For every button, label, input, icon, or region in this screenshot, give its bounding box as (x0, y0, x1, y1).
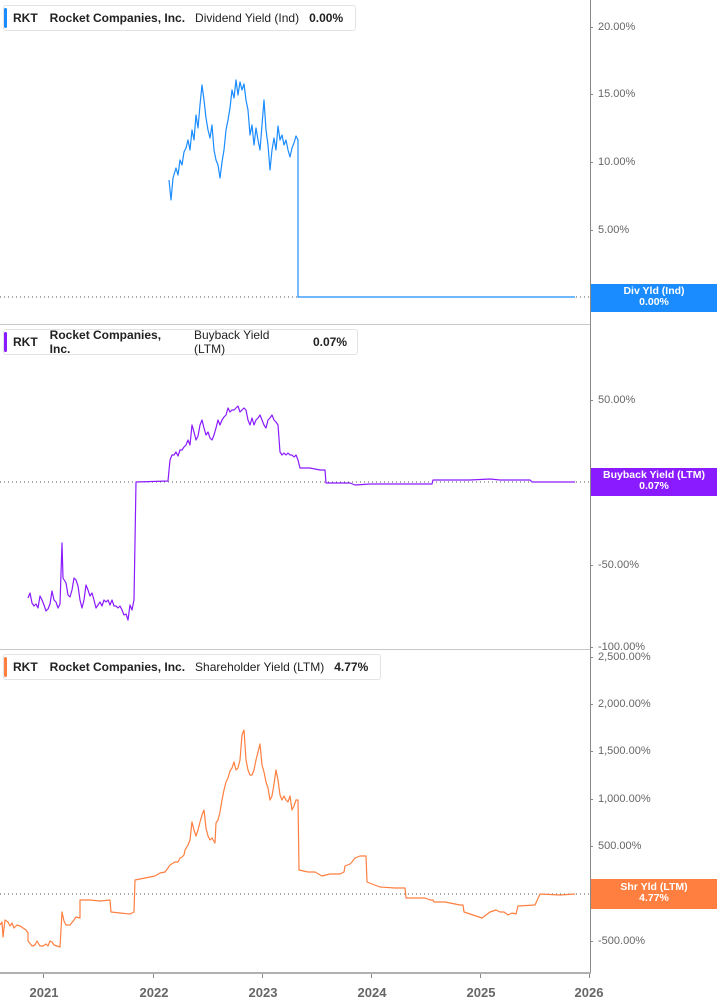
buyback-yield-panel: RKT Rocket Companies, Inc. Buyback Yield… (0, 325, 717, 650)
y-tick-label: 2,500.00% (598, 651, 651, 663)
legend-metric: Dividend Yield (Ind) (195, 11, 300, 25)
x-tick-label: 2022 (139, 985, 169, 1000)
dividend-yield-line (168, 79, 575, 298)
legend-company: Rocket Companies, Inc. (49, 11, 186, 25)
x-tick (153, 974, 154, 978)
y-tick-label: 2,000.00% (598, 698, 651, 710)
x-tick (589, 974, 590, 978)
legend-value: 4.77% (334, 660, 369, 674)
shareholder-yield-line (0, 729, 576, 948)
y-tick-label: -500.00% (598, 935, 646, 947)
y-tick-label: 10.00% (598, 156, 636, 168)
y-tick-label: 15.00% (598, 88, 636, 100)
last-value-badge-dividend: Div Yld (Ind) 0.00% (591, 284, 717, 312)
panel-divider (0, 649, 590, 650)
series-color-bar (4, 332, 7, 352)
x-tick-label: 2025 (466, 985, 496, 1000)
y-axis-buyback (590, 325, 591, 650)
y-tick (590, 162, 593, 163)
badge-label: Buyback Yield (LTM) (603, 469, 705, 481)
y-tick-label: 1,000.00% (598, 793, 651, 805)
badge-value: 0.07% (639, 480, 669, 492)
legend-metric: Buyback Yield (LTM) (194, 328, 270, 356)
badge-value: 0.00% (639, 296, 669, 308)
y-tick-label: 1,500.00% (598, 745, 651, 757)
y-tick (590, 941, 593, 942)
legend-buyback-yield[interactable]: RKT Rocket Companies, Inc. Buyback Yield… (3, 328, 358, 356)
legend-metric: Shareholder Yield (LTM) (195, 660, 325, 674)
legend-value: 0.07% (312, 335, 347, 349)
x-axis (0, 972, 591, 974)
y-tick (590, 400, 593, 401)
shareholder-yield-panel: RKT Rocket Companies, Inc. Shareholder Y… (0, 650, 717, 972)
badge-label: Shr Yld (LTM) (620, 881, 688, 893)
y-tick-label: -50.00% (598, 559, 639, 571)
y-tick (590, 94, 593, 95)
series-color-bar (4, 8, 7, 28)
badge-value: 4.77% (639, 892, 669, 904)
y-tick (590, 565, 593, 566)
last-value-badge-shareholder: Shr Yld (LTM) 4.77% (591, 879, 717, 909)
x-tick (480, 974, 481, 978)
badge-label: Div Yld (Ind) (623, 285, 685, 297)
y-tick (590, 647, 593, 648)
dividend-yield-panel: RKT Rocket Companies, Inc. Dividend Yiel… (0, 0, 717, 325)
x-tick (43, 974, 44, 978)
legend-ticker: RKT (13, 660, 38, 674)
legend-ticker: RKT (13, 335, 38, 349)
y-tick (590, 751, 593, 752)
legend-company: Rocket Companies, Inc. (49, 660, 186, 674)
y-tick-label: -100.00% (598, 641, 646, 653)
y-tick (590, 846, 593, 847)
x-tick (262, 974, 263, 978)
last-value-badge-buyback: Buyback Yield (LTM) 0.07% (591, 468, 717, 496)
legend-shareholder-yield[interactable]: RKT Rocket Companies, Inc. Shareholder Y… (3, 654, 381, 680)
y-tick-label: 5.00% (598, 224, 630, 236)
x-tick-label: 2026 (574, 985, 604, 1000)
y-tick-label: 20.00% (598, 21, 636, 33)
y-axis-shareholder (590, 650, 591, 974)
buyback-yield-line (27, 405, 575, 621)
series-color-bar (4, 657, 7, 677)
panel-divider (0, 324, 590, 325)
legend-ticker: RKT (13, 11, 38, 25)
y-tick-label: 500.00% (598, 840, 642, 852)
y-tick (590, 657, 593, 658)
y-tick-label: 50.00% (598, 394, 636, 406)
x-tick-label: 2024 (357, 985, 387, 1000)
legend-company: Rocket Companies, Inc. (49, 328, 162, 356)
y-tick (590, 799, 593, 800)
x-tick-label: 2023 (248, 985, 278, 1000)
x-tick (371, 974, 372, 978)
x-tick-label: 2021 (29, 985, 59, 1000)
legend-value: 0.00% (309, 11, 344, 25)
legend-dividend-yield[interactable]: RKT Rocket Companies, Inc. Dividend Yiel… (3, 5, 356, 31)
y-tick (590, 230, 593, 231)
y-tick (590, 704, 593, 705)
y-tick (590, 27, 593, 28)
